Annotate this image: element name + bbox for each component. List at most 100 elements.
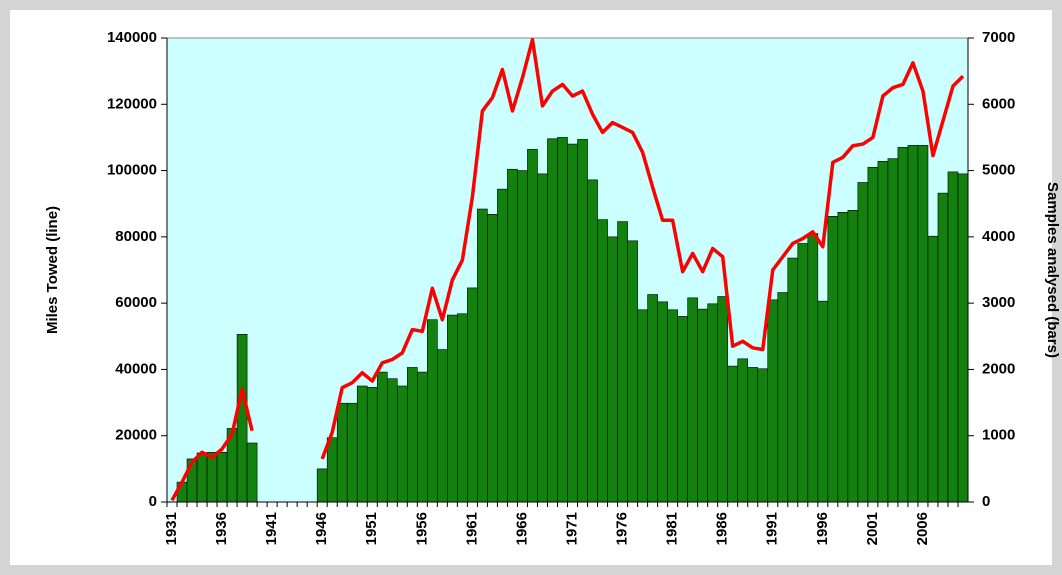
bar bbox=[727, 365, 739, 503]
bar bbox=[547, 138, 558, 503]
y-tick-label: 80000 bbox=[115, 228, 157, 245]
bar bbox=[216, 451, 228, 503]
bar bbox=[557, 137, 568, 503]
y-tick-label: 20000 bbox=[115, 427, 157, 444]
bar bbox=[396, 385, 408, 503]
x-tick-label: 1966 bbox=[513, 512, 530, 545]
bar bbox=[336, 402, 348, 503]
y2-tick-label: 3000 bbox=[982, 294, 1015, 311]
y2-tick-label: 7000 bbox=[982, 29, 1015, 46]
bar bbox=[356, 385, 368, 503]
x-tick-label: 1976 bbox=[614, 512, 631, 545]
bar bbox=[697, 308, 708, 503]
bar bbox=[877, 160, 889, 503]
bar bbox=[857, 182, 869, 503]
bar bbox=[497, 188, 508, 503]
x-tick-label: 1981 bbox=[664, 512, 681, 545]
x-tick-label: 1941 bbox=[263, 512, 280, 545]
bar bbox=[447, 314, 458, 503]
bar bbox=[797, 243, 809, 503]
y2-tick-label: 0 bbox=[982, 493, 990, 510]
bar bbox=[577, 139, 588, 503]
bar bbox=[667, 309, 678, 503]
y-tick-label: 120000 bbox=[107, 95, 157, 112]
bar bbox=[527, 149, 538, 503]
x-tick-label: 1986 bbox=[714, 512, 731, 545]
x-tick-label: 1946 bbox=[313, 512, 330, 545]
x-tick-label: 1931 bbox=[163, 512, 180, 545]
bar bbox=[847, 210, 859, 503]
bar bbox=[316, 468, 328, 503]
bar bbox=[647, 294, 658, 503]
bar bbox=[587, 179, 598, 503]
bar bbox=[887, 158, 899, 503]
bar bbox=[206, 451, 218, 503]
bar bbox=[617, 221, 628, 503]
bar bbox=[767, 299, 779, 503]
bar bbox=[747, 367, 759, 503]
bar bbox=[427, 319, 438, 503]
bar bbox=[657, 301, 668, 503]
x-tick-label: 1961 bbox=[463, 512, 480, 545]
bar bbox=[907, 145, 919, 503]
bar bbox=[477, 208, 488, 503]
bar bbox=[246, 442, 258, 503]
bar bbox=[607, 236, 618, 503]
y2-tick-label: 1000 bbox=[982, 427, 1015, 444]
bar bbox=[687, 297, 698, 503]
bar bbox=[867, 166, 879, 503]
x-tick-label: 1956 bbox=[413, 512, 430, 545]
y-tick-label: 60000 bbox=[115, 294, 157, 311]
bar bbox=[386, 378, 398, 503]
bar bbox=[567, 143, 578, 503]
line bbox=[170, 37, 965, 502]
bar bbox=[326, 437, 338, 503]
x-tick-label: 1996 bbox=[814, 512, 831, 545]
bar bbox=[917, 145, 929, 503]
y2-tick-label: 6000 bbox=[982, 95, 1015, 112]
bar bbox=[677, 316, 688, 503]
bar bbox=[517, 170, 528, 503]
bar bbox=[807, 233, 819, 503]
bar bbox=[196, 452, 208, 503]
bar bbox=[376, 371, 388, 503]
bar bbox=[777, 292, 789, 503]
bar bbox=[487, 214, 498, 503]
y-tick-label: 40000 bbox=[115, 360, 157, 377]
bar bbox=[537, 173, 548, 503]
y-tick-label: 100000 bbox=[107, 162, 157, 179]
x-tick-label: 2006 bbox=[914, 512, 931, 545]
bar bbox=[837, 212, 849, 503]
bar bbox=[417, 371, 428, 503]
x-tick-label: 2001 bbox=[864, 512, 881, 545]
bar bbox=[457, 313, 468, 503]
y2-tick-label: 4000 bbox=[982, 228, 1015, 245]
bar bbox=[437, 349, 448, 503]
x-tick-label: 1951 bbox=[363, 512, 380, 545]
bar bbox=[757, 368, 769, 503]
bar bbox=[937, 192, 949, 503]
bar bbox=[627, 240, 638, 503]
bar bbox=[236, 333, 248, 503]
bar bbox=[637, 309, 648, 503]
x-tick-label: 1971 bbox=[563, 512, 580, 545]
x-tick-label: 1936 bbox=[213, 512, 230, 545]
bar bbox=[927, 235, 939, 503]
y2-axis-label: Samples analysed (bars) bbox=[1044, 182, 1061, 358]
bar bbox=[717, 296, 728, 503]
bar bbox=[817, 300, 829, 503]
y-tick-label: 140000 bbox=[107, 29, 157, 46]
bar bbox=[947, 171, 959, 503]
bar bbox=[707, 303, 718, 503]
x-tick-label: 1991 bbox=[764, 512, 781, 545]
bar bbox=[366, 387, 378, 503]
bar bbox=[346, 402, 358, 503]
bar bbox=[787, 257, 799, 503]
bar bbox=[827, 216, 839, 503]
y-tick-label: 0 bbox=[149, 493, 157, 510]
bar bbox=[597, 219, 608, 503]
bar bbox=[957, 173, 969, 503]
bar bbox=[897, 147, 909, 503]
